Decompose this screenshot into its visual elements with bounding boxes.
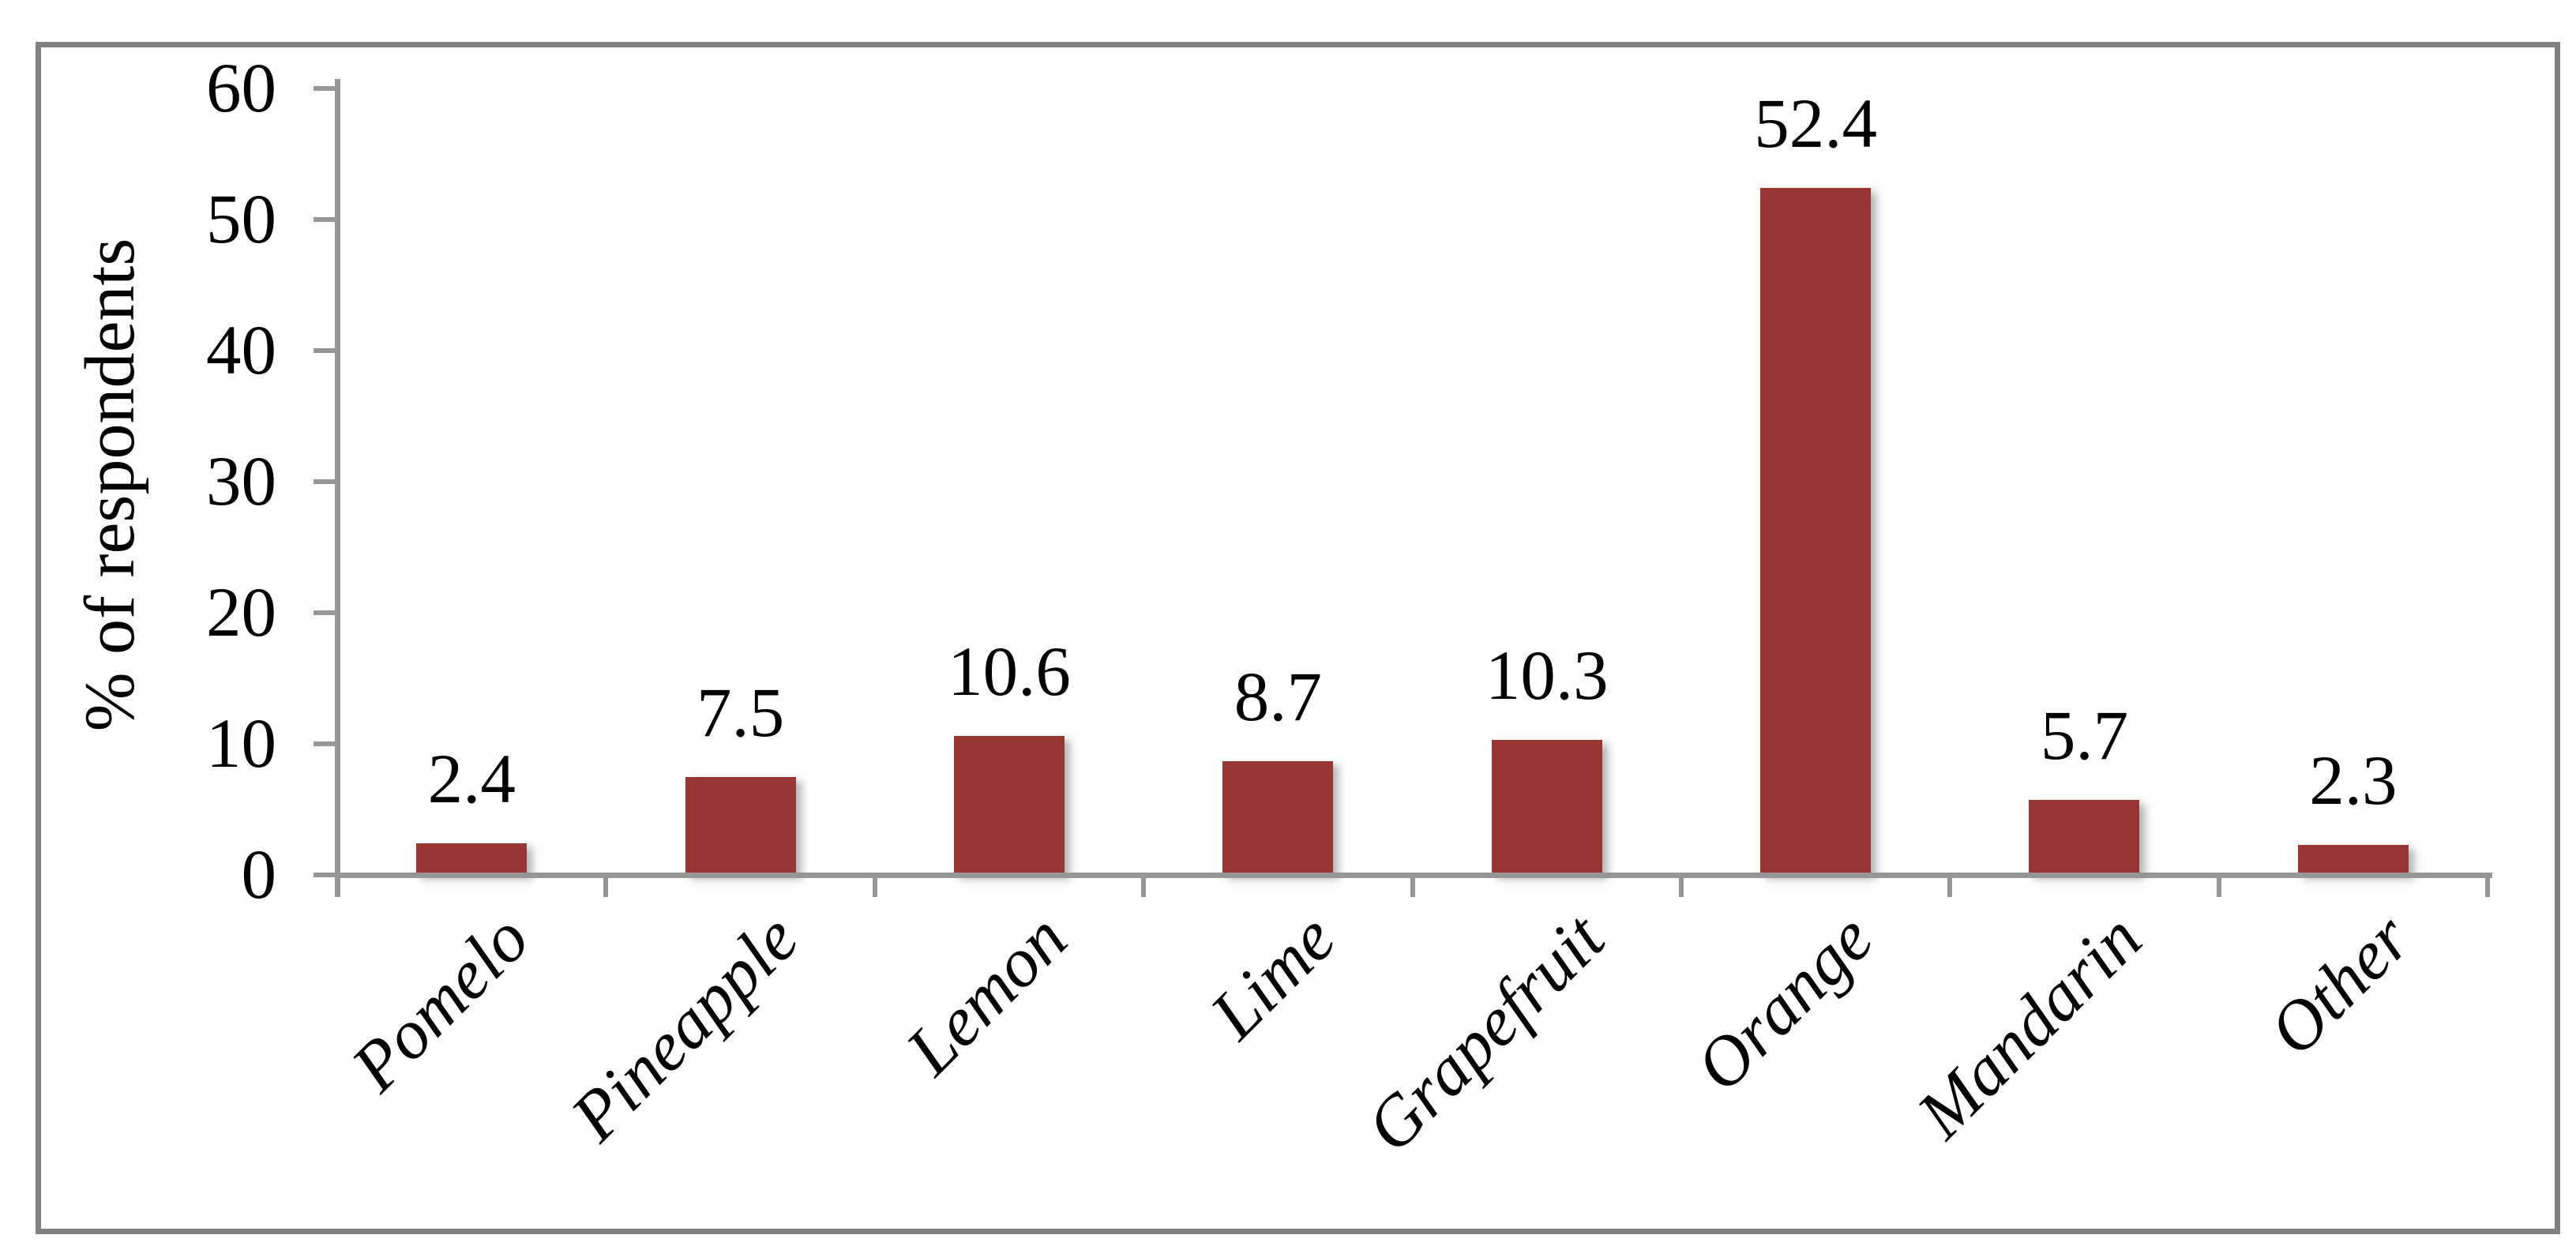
bar-pineapple [685,776,796,875]
y-tick-mark [314,217,337,222]
bar-grapefruit [1491,740,1602,875]
y-tick-label: 30 [206,443,276,520]
bar-pomelo [416,843,528,875]
bar-value-label: 10.6 [948,633,1071,711]
bar-value-label: 10.3 [1485,637,1609,715]
x-tick-mark [1410,875,1415,897]
y-tick-label: 60 [206,50,276,127]
x-tick-mark [2485,875,2490,897]
x-tick-mark [1678,875,1684,897]
y-axis-line [335,79,340,897]
bar-value-label: 52.4 [1754,85,1877,163]
x-tick-mark [603,875,609,897]
y-tick-mark [314,610,337,615]
bar-lime [1222,760,1334,875]
y-tick-mark [314,86,337,91]
x-axis-line [335,873,2492,878]
bar-orange [1760,188,1872,875]
y-tick-label: 0 [241,836,277,914]
bar-lemon [953,736,1065,875]
x-tick-mark [872,875,877,897]
x-tick-mark [2216,875,2221,897]
bar-value-label: 8.7 [1234,658,1322,736]
bar-value-label: 5.7 [2040,697,2129,775]
y-tick-mark [314,873,337,877]
y-tick-label: 20 [206,574,276,651]
bar-mandarin [2029,800,2140,875]
y-tick-label: 10 [206,705,276,783]
y-tick-mark [314,741,337,746]
bar-value-label: 2.4 [427,741,516,819]
bar-other [2297,844,2409,875]
y-tick-mark [314,348,337,353]
bar-value-label: 2.3 [2309,741,2398,820]
y-tick-mark [314,479,337,484]
x-tick-mark [1141,875,1147,897]
y-tick-label: 50 [206,181,276,258]
x-tick-mark [1947,875,1953,897]
y-tick-label: 40 [206,312,276,389]
chart-outer-border [36,42,2560,1234]
bar-value-label: 7.5 [696,674,785,752]
